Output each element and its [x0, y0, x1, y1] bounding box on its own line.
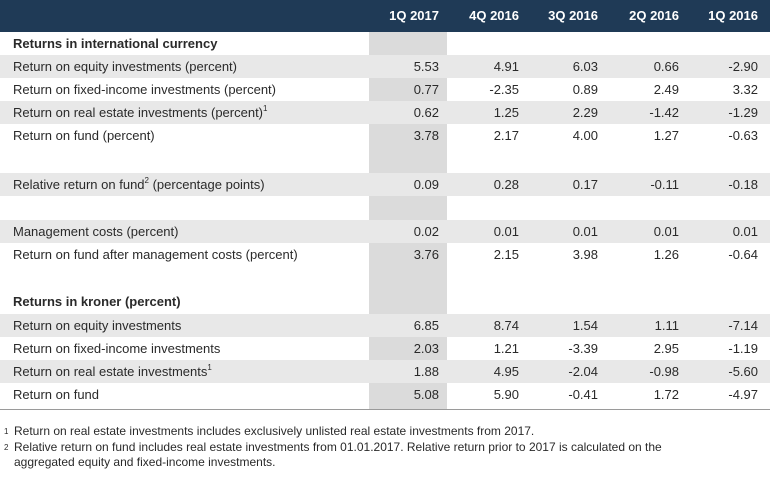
footnote-1-mark: 1 — [4, 427, 9, 436]
table-row: Return on fixed-income investments (perc… — [0, 78, 770, 101]
table-cell: -1.29 — [728, 105, 758, 120]
table-cell: 3.78 — [413, 128, 439, 143]
table-cell: -0.11 — [650, 177, 679, 192]
footnote-2-text-line2: aggregated equity and fixed-income inves… — [14, 455, 276, 469]
table-cell: 1.21 — [493, 341, 519, 356]
table-cell: 8.74 — [493, 318, 519, 333]
table-cell: 1.26 — [653, 247, 679, 262]
table-cell: 5.90 — [493, 387, 519, 402]
table-row: Return on real estate investments1 1.88 … — [0, 360, 770, 383]
row-label: Return on fund — [13, 387, 100, 402]
table-cell: 1.11 — [654, 318, 679, 333]
section-title-kroner: Returns in kroner (percent) — [13, 294, 181, 309]
table-cell: 3.98 — [572, 247, 598, 262]
table-cell: 2.03 — [413, 341, 439, 356]
table-cell: -4.97 — [728, 387, 758, 402]
table-row: Return on fund after management costs (p… — [0, 243, 770, 266]
table-cell: -2.90 — [728, 59, 758, 74]
footnote-1-text: Return on real estate investments includ… — [14, 424, 535, 438]
table-row: Relative return on fund2 (percentage poi… — [0, 173, 770, 196]
footnote-marker: 1 — [263, 103, 268, 113]
table-cell: 0.89 — [572, 82, 598, 97]
row-label: Return on fund (percent) — [13, 128, 155, 143]
column-header-4q-2016: 4Q 2016 — [469, 8, 519, 23]
table-bottom-divider — [0, 409, 770, 410]
table-cell: 0.77 — [413, 82, 439, 97]
footnote-2: 2 Relative return on fund includes real e… — [4, 440, 662, 455]
table-cell: 6.03 — [572, 59, 598, 74]
table-cell: -0.98 — [649, 364, 679, 379]
column-header-2q-2016: 2Q 2016 — [629, 8, 679, 23]
table-cell: -2.35 — [489, 82, 519, 97]
table-cell: -1.19 — [728, 341, 758, 356]
table-row: Return on real estate investments (perce… — [0, 101, 770, 124]
table-cell: 3.76 — [413, 247, 439, 262]
footnote-2-mark: 2 — [4, 443, 9, 452]
row-label: Return on equity investments (percent) — [13, 59, 237, 74]
section-heading-row: Returns in kroner (percent) — [0, 290, 770, 313]
table-cell: 1.88 — [413, 364, 439, 379]
section-title-international: Returns in international currency — [13, 36, 218, 51]
row-label: Return on fund after management costs (p… — [13, 247, 298, 262]
row-label: Return on real estate investments (perce… — [13, 103, 268, 120]
row-label: Return on equity investments — [13, 318, 182, 333]
table-row: Return on fund (percent) 3.78 2.17 4.00 … — [0, 124, 770, 147]
row-label: Return on fixed-income investments (perc… — [13, 82, 277, 97]
column-header-1q-2016: 1Q 2016 — [708, 8, 758, 23]
table-cell: 0.62 — [413, 105, 439, 120]
table-cell: 2.49 — [653, 82, 679, 97]
table-cell: 0.28 — [493, 177, 519, 192]
footnote-2-continuation: aggregated equity and fixed-income inves… — [2, 455, 276, 470]
table-row: Return on fund 5.08 5.90 -0.41 1.72 -4.9… — [0, 383, 770, 406]
table-cell: 0.66 — [653, 59, 679, 74]
table-cell: 0.17 — [572, 177, 598, 192]
row-label: Return on fixed-income investments — [13, 341, 221, 356]
table-cell: 5.53 — [413, 59, 439, 74]
table-cell: 2.95 — [653, 341, 679, 356]
table-cell: 5.08 — [413, 387, 439, 402]
table-cell: -0.18 — [728, 177, 758, 192]
table-row: Management costs (percent) 0.02 0.01 0.0… — [0, 220, 770, 243]
table-cell: 2.15 — [493, 247, 519, 262]
column-header-3q-2016: 3Q 2016 — [548, 8, 598, 23]
table-header: 1Q 2017 4Q 2016 3Q 2016 2Q 2016 1Q 2016 — [0, 0, 770, 32]
table-cell: -0.63 — [728, 128, 758, 143]
footnote-marker: 2 — [144, 175, 149, 185]
table-cell: 0.09 — [413, 177, 439, 192]
row-label: Management costs (percent) — [13, 224, 179, 239]
row-label: Relative return on fund2 (percentage poi… — [13, 175, 265, 192]
table-cell: 2.17 — [493, 128, 519, 143]
table-cell: -1.42 — [649, 105, 679, 120]
table-cell: 0.02 — [413, 224, 439, 239]
footnote-marker: 1 — [207, 362, 212, 372]
table-row: Return on fixed-income investments 2.03 … — [0, 337, 770, 360]
table-cell: -7.14 — [728, 318, 758, 333]
table-cell: 4.91 — [493, 59, 519, 74]
table-cell: 3.32 — [732, 82, 758, 97]
table-cell: 4.95 — [493, 364, 519, 379]
table-cell: 0.01 — [653, 224, 679, 239]
table-cell: -2.04 — [568, 364, 598, 379]
table-row: Return on equity investments (percent) 5… — [0, 55, 770, 78]
table-cell: 1.27 — [653, 128, 679, 143]
table-cell: 0.01 — [732, 224, 758, 239]
table-cell: 4.00 — [572, 128, 598, 143]
table-cell: 0.01 — [572, 224, 598, 239]
table-cell: 6.85 — [413, 318, 439, 333]
table-cell: -5.60 — [728, 364, 758, 379]
footnote-1: 1 Return on real estate investments inclu… — [4, 424, 534, 439]
column-header-1q-2017: 1Q 2017 — [389, 8, 439, 23]
table-cell: 2.29 — [572, 105, 598, 120]
table-cell: -0.41 — [568, 387, 598, 402]
table-cell: -0.64 — [728, 247, 758, 262]
row-label: Return on real estate investments1 — [13, 362, 212, 379]
table-row: Return on equity investments 6.85 8.74 1… — [0, 314, 770, 337]
table-cell: 1.54 — [572, 318, 598, 333]
table-cell: 1.72 — [653, 387, 679, 402]
table-cell: -3.39 — [568, 341, 598, 356]
table-cell: 0.01 — [493, 224, 519, 239]
table-cell: 1.25 — [493, 105, 519, 120]
section-heading-row: Returns in international currency — [0, 32, 770, 55]
footnote-2-text-line1: Relative return on fund includes real es… — [14, 440, 662, 454]
